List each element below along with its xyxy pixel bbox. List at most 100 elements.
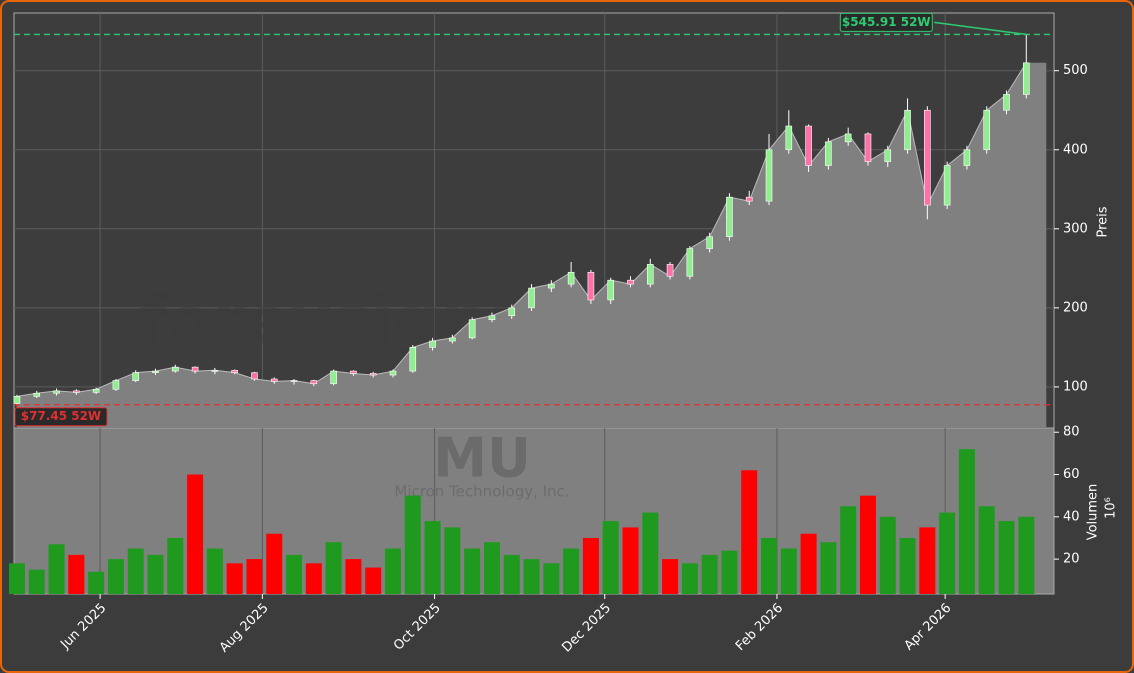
candle-body: [548, 283, 555, 289]
candle-body: [488, 315, 496, 321]
volume-bar: [384, 548, 401, 594]
candle-body: [607, 279, 614, 301]
volume-bar: [840, 506, 857, 594]
y-tick-label: 400: [1063, 142, 1088, 157]
candle-body: [745, 196, 753, 202]
volume-tick-label: 60: [1063, 467, 1080, 482]
candle-body: [211, 369, 219, 372]
candle-body: [805, 125, 812, 166]
candle-body: [706, 236, 713, 249]
candle-body: [270, 378, 278, 382]
volume-bar: [345, 559, 362, 594]
candle-body: [251, 372, 258, 380]
price-area: [16, 62, 1047, 429]
candle-body: [726, 196, 733, 238]
volume-bar: [28, 569, 45, 594]
candle-body: [449, 337, 456, 342]
volume-bar: [206, 548, 223, 594]
volume-bar: [978, 506, 995, 594]
candle-body: [686, 248, 694, 277]
close-line: [16, 62, 1027, 397]
candle-body: [528, 287, 535, 309]
volume-bar: [464, 548, 481, 594]
y-tick-label: 300: [1063, 221, 1088, 236]
candle-body: [904, 109, 911, 151]
candle-body: [33, 392, 41, 397]
annotation-label: $545.91 52W: [842, 15, 931, 29]
candle-body: [943, 165, 951, 206]
volume-bar: [899, 537, 916, 594]
plot-layer: forexsignale.tradeMUMicron Technology, I…: [8, 12, 1119, 656]
candle-body: [884, 149, 892, 162]
candle-body: [429, 340, 436, 348]
candle-body: [468, 319, 476, 339]
candle-body: [1003, 94, 1010, 111]
y-axis-label: Preis: [1096, 206, 1111, 237]
candle-body: [152, 370, 159, 373]
candle-body: [924, 109, 931, 206]
candle-body: [409, 347, 417, 372]
volume-bar: [939, 512, 956, 594]
candle-body: [765, 149, 773, 202]
candle-body: [132, 372, 140, 381]
volume-bar: [662, 559, 679, 594]
volume-bar: [147, 554, 164, 594]
y-tick-label: 200: [1063, 300, 1088, 315]
volume-bar: [424, 521, 441, 594]
y-tick-label: 500: [1063, 63, 1088, 78]
candle-body: [963, 149, 971, 166]
volume-bar: [701, 554, 718, 594]
volume-bar: [286, 554, 303, 594]
volume-bar: [543, 563, 560, 594]
volume-bar: [325, 542, 342, 594]
candle-body: [508, 307, 516, 317]
annotation-box: [839, 12, 933, 32]
volume-bar: [404, 495, 421, 594]
volume-bar: [958, 449, 975, 594]
candle-body: [844, 133, 852, 143]
candle-body: [825, 141, 832, 166]
volume-bar: [800, 533, 817, 594]
volume-bar: [483, 542, 500, 594]
volume-bar: [226, 563, 243, 594]
annotation-box: [14, 407, 108, 427]
candle-body: [171, 366, 179, 372]
candle-body: [983, 109, 991, 151]
volume-bar: [859, 495, 876, 594]
candle-body: [231, 369, 238, 373]
candle-body: [310, 380, 318, 385]
volume-bar: [602, 521, 619, 594]
watermark-symbol: MU: [433, 427, 531, 490]
candle-body: [369, 373, 377, 376]
volume-bar: [998, 521, 1015, 594]
candle-body: [864, 133, 872, 162]
volume-bar: [523, 559, 540, 594]
volume-tick-label: 80: [1063, 425, 1080, 440]
volume-bar: [8, 563, 25, 594]
volume-bar: [127, 548, 144, 594]
candle-body: [290, 380, 298, 382]
candle-body: [567, 271, 575, 285]
volume-bar: [582, 537, 599, 594]
candle-body: [785, 125, 793, 151]
candle-body: [389, 370, 397, 376]
volume-bar: [68, 554, 85, 594]
volume-bar: [622, 527, 639, 594]
volume-bar: [1018, 516, 1035, 594]
volume-bar: [305, 563, 322, 594]
volume-bar: [107, 559, 124, 594]
volume-bar: [879, 516, 896, 594]
volume-tick-label: 40: [1063, 509, 1080, 524]
candle-body: [1022, 62, 1030, 95]
candle-body: [13, 396, 21, 404]
candle-body: [73, 390, 80, 393]
volume-bar: [919, 527, 936, 594]
volume-unit: 10⁶: [1104, 497, 1119, 519]
volume-axis-label: Volumen: [1086, 484, 1101, 541]
candle-body: [350, 370, 357, 374]
volume-bar: [167, 537, 184, 594]
annotation-label: $77.45 52W: [21, 409, 101, 423]
volume-bar: [681, 563, 698, 594]
